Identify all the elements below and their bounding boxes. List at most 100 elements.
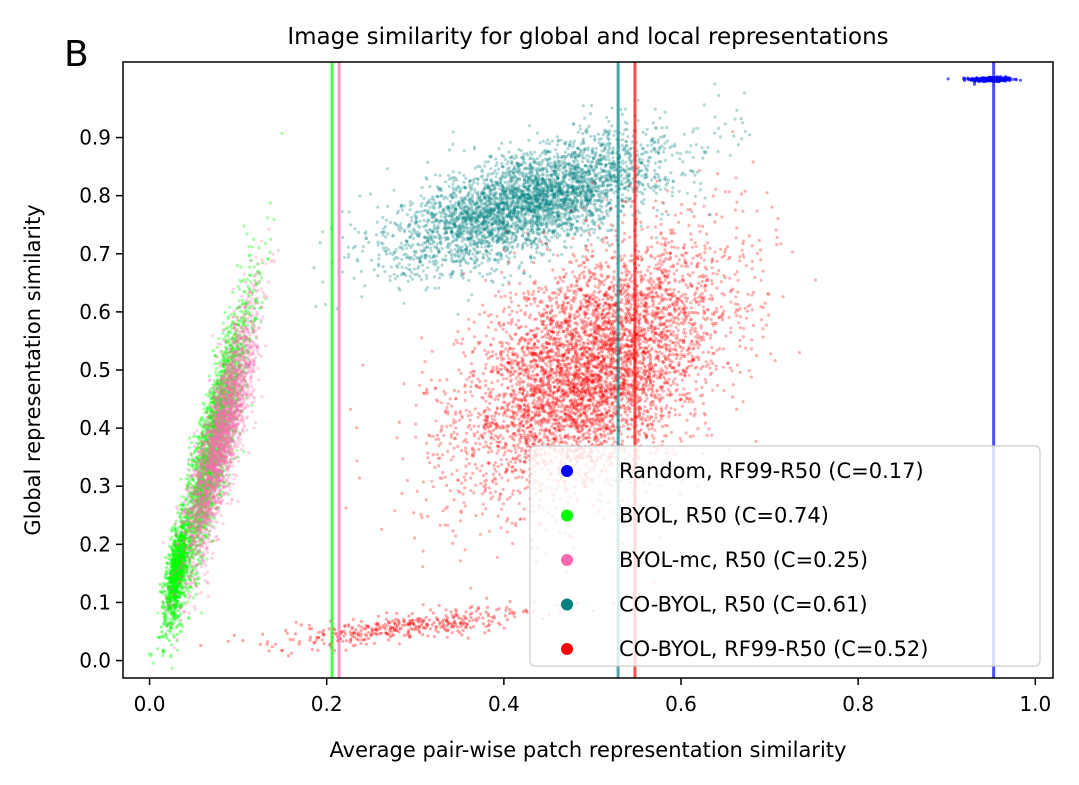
point-byol-r50-c-0-74 bbox=[222, 418, 227, 423]
point-random-rf99-r50-c-0-17 bbox=[989, 75, 993, 80]
point-byol-r50-c-0-74 bbox=[235, 392, 240, 396]
point-byol-r50-c-0-74 bbox=[190, 543, 195, 547]
point-byol-mc-r50-c-0-25 bbox=[231, 287, 235, 291]
point-random-rf99-r50-c-0-17 bbox=[970, 78, 974, 82]
point-byol-r50-c-0-74 bbox=[170, 545, 174, 549]
point-byol-r50-c-0-74 bbox=[212, 423, 216, 427]
point-byol-r50-c-0-74 bbox=[163, 593, 167, 597]
point-byol-r50-c-0-74 bbox=[198, 510, 203, 514]
point-byol-r50-c-0-74 bbox=[173, 616, 177, 620]
point-byol-r50-c-0-74 bbox=[169, 653, 173, 657]
point-byol-mc-r50-c-0-25 bbox=[251, 366, 255, 370]
point-byol-r50-c-0-74 bbox=[197, 482, 201, 486]
point-byol-r50-c-0-74 bbox=[213, 502, 217, 506]
point-byol-r50-c-0-74 bbox=[193, 539, 197, 544]
point-byol-r50-c-0-74 bbox=[227, 482, 231, 486]
point-byol-r50-c-0-74 bbox=[165, 565, 169, 570]
point-byol-r50-c-0-74 bbox=[151, 661, 155, 665]
point-byol-r50-c-0-74 bbox=[202, 533, 206, 537]
point-byol-r50-c-0-74 bbox=[158, 590, 162, 594]
point-byol-mc-r50-c-0-25 bbox=[232, 477, 236, 481]
point-byol-r50-c-0-74 bbox=[233, 341, 237, 345]
point-byol-r50-c-0-74 bbox=[176, 601, 180, 606]
point-random-rf99-r50-c-0-17 bbox=[981, 77, 985, 82]
point-byol-r50-c-0-74 bbox=[223, 334, 227, 338]
point-byol-r50-c-0-74 bbox=[199, 491, 203, 495]
point-byol-r50-c-0-74 bbox=[169, 643, 174, 647]
point-byol-r50-c-0-74 bbox=[167, 639, 171, 643]
point-byol-r50-c-0-74 bbox=[201, 484, 205, 488]
point-byol-r50-c-0-74 bbox=[229, 343, 233, 347]
point-byol-r50-c-0-74 bbox=[181, 537, 185, 541]
point-byol-r50-c-0-74 bbox=[215, 441, 219, 445]
point-byol-r50-c-0-74 bbox=[205, 557, 209, 561]
point-byol-r50-c-0-74 bbox=[193, 460, 197, 464]
point-byol-r50-c-0-74 bbox=[208, 390, 212, 394]
point-byol-r50-c-0-74 bbox=[226, 427, 230, 431]
point-byol-r50-c-0-74 bbox=[159, 625, 164, 629]
point-byol-r50-c-0-74 bbox=[255, 262, 259, 266]
point-byol-r50-c-0-74 bbox=[223, 428, 228, 432]
point-byol-mc-r50-c-0-25 bbox=[241, 430, 245, 434]
point-byol-r50-c-0-74 bbox=[268, 201, 272, 205]
point-byol-r50-c-0-74 bbox=[225, 435, 229, 440]
point-byol-r50-c-0-74 bbox=[196, 442, 201, 446]
point-byol-r50-c-0-74 bbox=[202, 480, 206, 484]
point-byol-r50-c-0-74 bbox=[239, 388, 243, 392]
point-byol-r50-c-0-74 bbox=[196, 458, 201, 462]
point-random-rf99-r50-c-0-17 bbox=[977, 78, 981, 82]
point-byol-r50-c-0-74 bbox=[216, 373, 220, 377]
point-byol-r50-c-0-74 bbox=[226, 356, 230, 360]
point-random-rf99-r50-c-0-17 bbox=[997, 77, 1001, 82]
point-byol-r50-c-0-74 bbox=[190, 570, 194, 574]
point-byol-r50-c-0-74 bbox=[211, 348, 215, 353]
point-byol-r50-c-0-74 bbox=[245, 277, 249, 281]
point-byol-r50-c-0-74 bbox=[216, 445, 220, 449]
point-byol-r50-c-0-74 bbox=[220, 365, 225, 369]
point-byol-r50-c-0-74 bbox=[264, 242, 268, 246]
point-byol-mc-r50-c-0-25 bbox=[208, 378, 212, 382]
point-byol-r50-c-0-74 bbox=[201, 401, 205, 405]
point-byol-r50-c-0-74 bbox=[257, 246, 261, 250]
point-byol-r50-c-0-74 bbox=[220, 412, 224, 416]
point-byol-r50-c-0-74 bbox=[180, 503, 184, 507]
point-byol-mc-r50-c-0-25 bbox=[252, 426, 256, 430]
point-byol-r50-c-0-74 bbox=[211, 452, 215, 456]
point-byol-r50-c-0-74 bbox=[173, 588, 178, 592]
point-byol-r50-c-0-74 bbox=[232, 390, 236, 395]
point-byol-r50-c-0-74 bbox=[207, 443, 211, 447]
point-byol-r50-c-0-74 bbox=[247, 312, 251, 316]
point-byol-mc-r50-c-0-25 bbox=[163, 607, 167, 611]
point-byol-mc-r50-c-0-25 bbox=[196, 442, 200, 446]
point-byol-mc-r50-c-0-25 bbox=[216, 355, 220, 359]
point-byol-r50-c-0-74 bbox=[228, 386, 232, 390]
point-byol-r50-c-0-74 bbox=[232, 349, 236, 353]
point-byol-r50-c-0-74 bbox=[223, 410, 227, 414]
point-byol-mc-r50-c-0-25 bbox=[180, 575, 184, 580]
point-byol-mc-r50-c-0-25 bbox=[253, 307, 257, 311]
point-byol-r50-c-0-74 bbox=[189, 535, 193, 539]
point-byol-r50-c-0-74 bbox=[190, 524, 194, 528]
point-byol-r50-c-0-74 bbox=[188, 538, 192, 542]
point-byol-mc-r50-c-0-25 bbox=[235, 455, 239, 459]
panel-label: B bbox=[64, 34, 89, 75]
point-random-rf99-r50-c-0-17 bbox=[1006, 76, 1010, 80]
point-byol-r50-c-0-74 bbox=[219, 370, 223, 374]
point-byol-r50-c-0-74 bbox=[221, 424, 225, 428]
point-byol-r50-c-0-74 bbox=[195, 455, 199, 459]
point-byol-r50-c-0-74 bbox=[233, 371, 237, 375]
point-byol-r50-c-0-74 bbox=[212, 469, 216, 473]
point-byol-r50-c-0-74 bbox=[197, 459, 201, 463]
point-byol-r50-c-0-74 bbox=[207, 374, 211, 378]
point-byol-mc-r50-c-0-25 bbox=[223, 352, 227, 356]
point-byol-mc-r50-c-0-25 bbox=[191, 560, 195, 564]
point-byol-r50-c-0-74 bbox=[167, 593, 171, 598]
point-byol-r50-c-0-74 bbox=[235, 315, 239, 319]
point-byol-mc-r50-c-0-25 bbox=[199, 565, 204, 569]
point-byol-r50-c-0-74 bbox=[260, 300, 264, 305]
point-byol-r50-c-0-74 bbox=[181, 503, 185, 507]
point-byol-r50-c-0-74 bbox=[172, 611, 176, 615]
point-byol-mc-r50-c-0-25 bbox=[176, 581, 181, 585]
point-byol-r50-c-0-74 bbox=[210, 481, 214, 485]
point-byol-r50-c-0-74 bbox=[160, 630, 164, 634]
